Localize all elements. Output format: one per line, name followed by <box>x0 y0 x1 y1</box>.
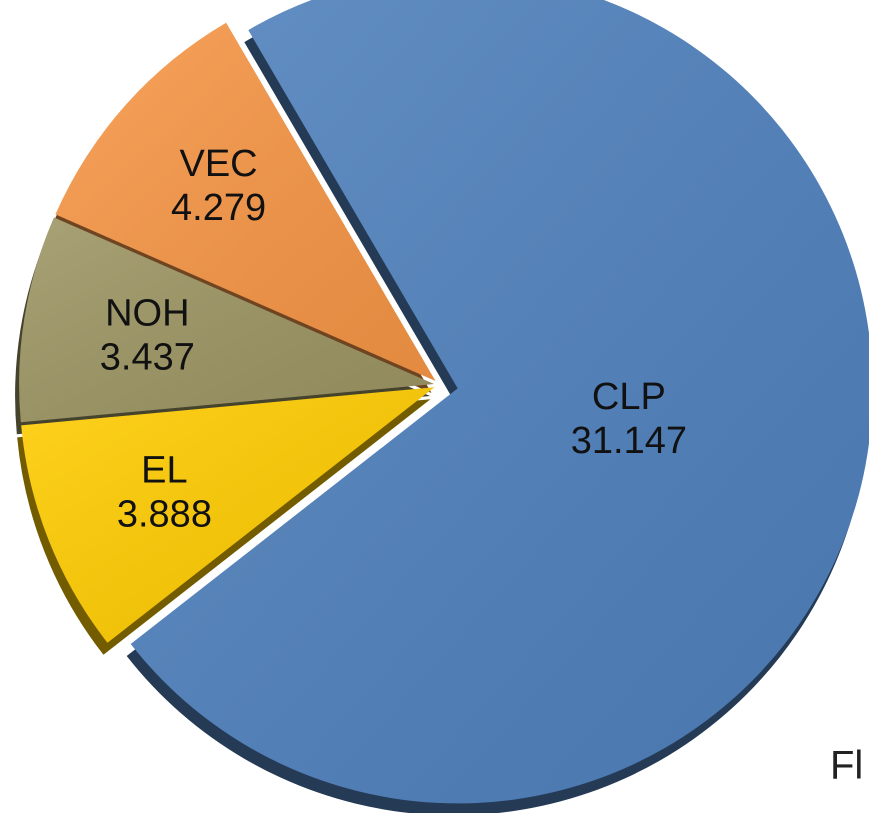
value-label: 3.888 <box>117 493 212 535</box>
slice-sheen <box>21 387 435 643</box>
slice-label: NOH <box>105 293 189 335</box>
value-label: 4.279 <box>171 187 266 229</box>
slice-sheen <box>19 217 435 423</box>
slice-label: CLP <box>592 376 666 418</box>
slice-label: VEC <box>179 143 257 185</box>
annotation: Fl <box>830 744 863 788</box>
value-label: 3.437 <box>100 337 195 379</box>
value-label: 31.147 <box>571 420 687 462</box>
slice-sheen <box>55 22 436 382</box>
slice-sheen <box>130 0 869 804</box>
slice-layer <box>19 0 869 804</box>
slice-label: EL <box>141 449 187 491</box>
